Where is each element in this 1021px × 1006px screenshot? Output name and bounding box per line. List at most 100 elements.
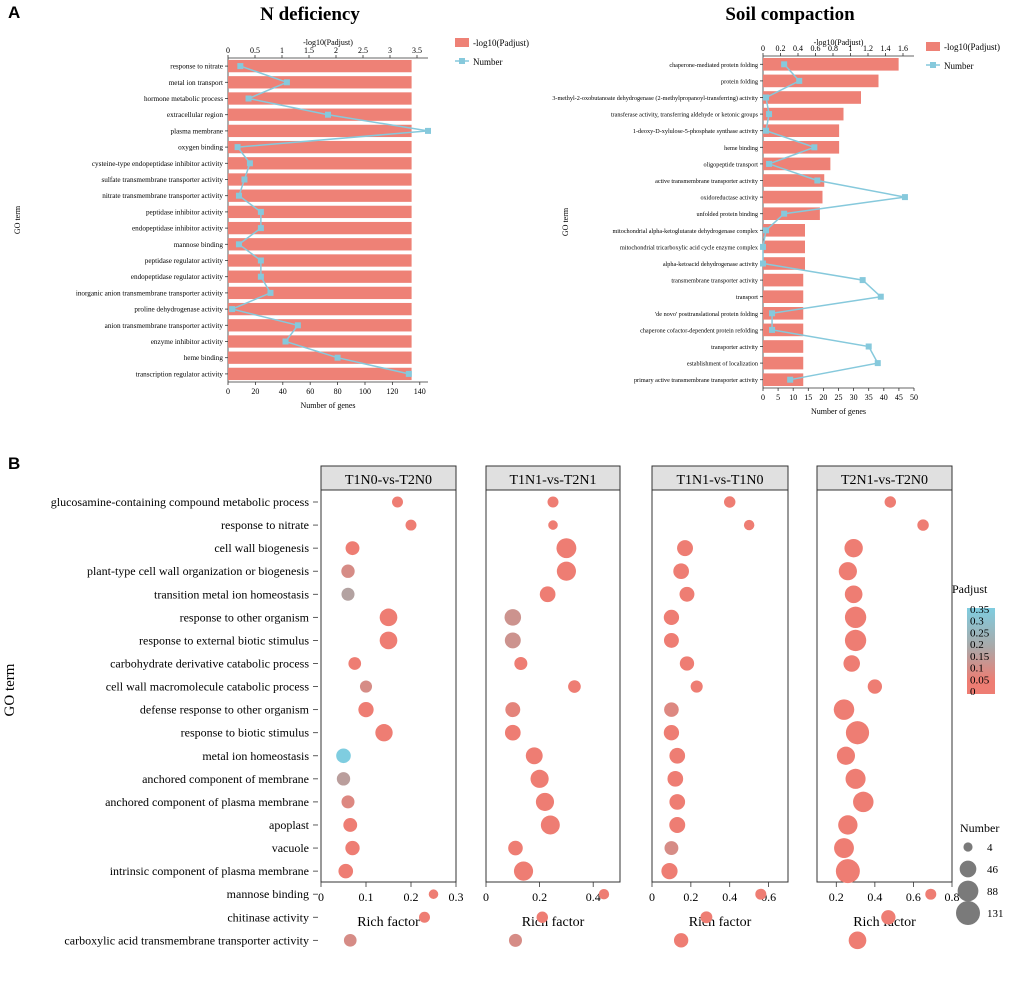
color-legend-tick: 0: [970, 686, 976, 698]
bubble: [514, 656, 528, 671]
x-tick-label: 35: [865, 393, 873, 402]
bubble: [881, 910, 896, 925]
bar: [763, 273, 804, 287]
bubble: [664, 702, 679, 717]
go-term-label: apoplast: [269, 818, 310, 832]
bubble: [598, 888, 610, 900]
size-legend-label: 46: [987, 864, 999, 876]
category-label: protein folding: [721, 78, 758, 85]
x-tick-label: 0.2: [404, 890, 419, 904]
go-term-label: glucosamine-containing compound metaboli…: [51, 495, 310, 509]
legend-bar-swatch: [926, 42, 940, 51]
bar: [228, 238, 412, 251]
x-tick-label: 0: [318, 890, 324, 904]
bar: [763, 190, 823, 204]
category-label: response to nitrate: [170, 63, 223, 71]
bubble: [513, 861, 534, 881]
chart-facet-bubble: glucosamine-containing compound metaboli…: [2, 465, 1004, 950]
bubble: [338, 863, 354, 879]
category-label: metal ion transport: [169, 79, 223, 87]
number-point: [294, 322, 301, 329]
x-tick-label: 0: [226, 387, 230, 396]
bar: [228, 189, 412, 202]
category-label: transmembrane transporter activity: [671, 278, 758, 285]
category-label: mitochondrial alpha-ketoglutarate dehydr…: [612, 228, 758, 235]
x-tick-label: 100: [359, 387, 371, 396]
top-tick-label: 3.5: [412, 46, 422, 55]
x-tick-label: 20: [819, 393, 827, 402]
top-tick-label: 2: [334, 46, 338, 55]
bubble: [504, 724, 521, 741]
number-point: [237, 63, 244, 70]
category-label: peptidase inhibitor activity: [146, 208, 223, 216]
size-legend-label: 131: [987, 908, 1004, 920]
go-term-label: mannose binding: [227, 887, 309, 901]
category-label: oxygen binding: [178, 144, 223, 152]
x-tick-label: 0.2: [829, 890, 844, 904]
size-legend-circle: [963, 842, 973, 852]
bubble: [343, 818, 358, 832]
bubble: [845, 721, 870, 745]
size-legend-circle: [959, 860, 977, 878]
x-tick-label: 20: [251, 387, 259, 396]
facet-title: T1N1-vs-T1N0: [676, 473, 763, 488]
bar: [228, 173, 412, 186]
size-legend-circle: [957, 880, 979, 902]
bubble: [345, 840, 360, 856]
chart-title: N deficiency: [260, 4, 360, 25]
bubble: [679, 586, 695, 602]
category-label: chaperone-mediated protein folding: [669, 62, 758, 69]
number-point: [769, 326, 776, 333]
category-label: heme binding: [184, 354, 224, 362]
x-tick-label: 0: [761, 393, 765, 402]
bar: [228, 302, 412, 316]
go-term-label: response to other organism: [180, 610, 310, 624]
number-point: [877, 293, 884, 300]
top-tick-label: 1: [849, 44, 853, 53]
x-tick-label: 120: [386, 387, 398, 396]
y-axis-label: GO term: [13, 205, 22, 234]
color-legend-tick: 0.15: [970, 651, 990, 663]
top-tick-label: 0.2: [776, 44, 786, 53]
bar: [228, 205, 412, 219]
number-point: [760, 243, 766, 250]
number-point: [781, 210, 788, 217]
chart-title: Soil compaction: [725, 4, 855, 25]
top-tick-label: 1: [280, 46, 284, 55]
bubble: [835, 859, 860, 884]
bubble: [508, 933, 522, 947]
number-point: [763, 127, 770, 134]
bubble: [755, 888, 767, 900]
color-legend-tick: 0.35: [970, 604, 990, 616]
facet-title: T1N0-vs-T2N0: [345, 473, 432, 488]
top-tick-label: 0.4: [793, 44, 803, 53]
x-tick-label: 30: [850, 393, 858, 402]
bar: [228, 59, 412, 73]
bar: [228, 221, 412, 235]
number-point: [787, 376, 794, 383]
bubble: [673, 933, 689, 948]
x-axis-label: Rich factor: [522, 915, 585, 930]
number-point: [405, 370, 412, 377]
size-legend-circle: [956, 901, 980, 925]
number-point: [246, 160, 253, 167]
category-label: inorganic anion transmembrane transporte…: [76, 289, 224, 297]
bar: [763, 157, 831, 171]
bar: [763, 340, 804, 353]
top-tick-label: 1.5: [304, 46, 314, 55]
x-tick-label: 0: [483, 890, 489, 904]
category-label: mitochondrial tricarboxylic acid cycle e…: [620, 244, 759, 251]
category-label: oligopeptide transport: [704, 161, 759, 168]
bubble: [663, 632, 679, 648]
category-label: transport: [736, 294, 758, 301]
x-tick-label: 5: [776, 393, 780, 402]
top-tick-label: 2.5: [358, 46, 368, 55]
bubble: [535, 792, 555, 812]
size-legend-title: Number: [960, 821, 999, 835]
x-axis-label: Rich factor: [357, 915, 420, 930]
number-point: [257, 225, 264, 232]
bubble: [341, 587, 355, 601]
number-point: [241, 176, 248, 183]
go-term-label: plant-type cell wall organization or bio…: [87, 564, 309, 578]
category-label: primary active transmembrane transporter…: [634, 377, 759, 384]
